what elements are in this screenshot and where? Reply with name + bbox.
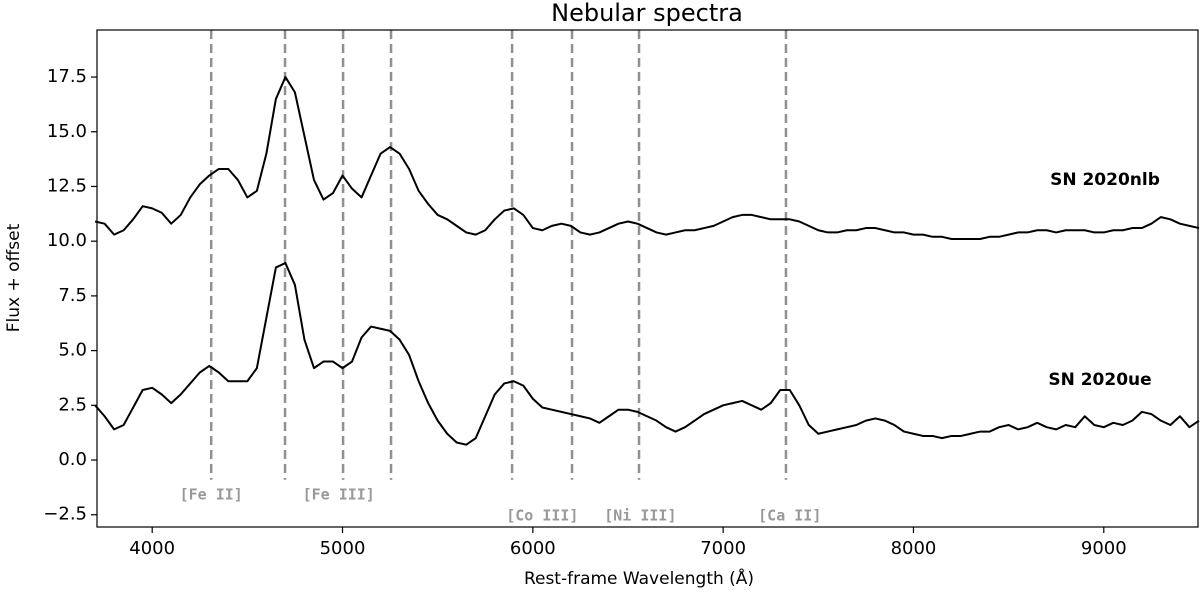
chart-title: Nebular spectra	[551, 0, 743, 27]
y-tick-label: 10.0	[47, 230, 87, 251]
x-tick-label: 6000	[510, 538, 556, 559]
plot-frame	[96, 29, 1199, 528]
y-tick-label: 7.5	[58, 285, 87, 306]
y-tick-label: 15.0	[47, 121, 87, 142]
y-tick-label: 0.0	[58, 449, 87, 470]
x-tick-label: 9000	[1081, 538, 1127, 559]
line-annotation: [Ni III]	[604, 507, 676, 525]
line-annotation: [Fe III]	[303, 486, 375, 504]
series-label: SN 2020ue	[1048, 370, 1151, 390]
line-annotation: [Fe II]	[180, 486, 243, 504]
y-axis-label: Flux + offset	[4, 223, 24, 332]
y-tick-label: 5.0	[58, 340, 87, 361]
x-tick-label: 7000	[700, 538, 746, 559]
y-tick-label: 12.5	[47, 175, 87, 196]
spectrum-line	[94, 76, 1200, 240]
x-tick-label: 5000	[320, 538, 366, 559]
y-tick-label: 17.5	[47, 66, 87, 87]
x-tick-label: 4000	[129, 538, 175, 559]
spectrum-line	[94, 262, 1200, 446]
line-annotation: [Ca II]	[758, 507, 821, 525]
line-annotation: [Co III]	[506, 507, 578, 525]
series-label: SN 2020nlb	[1050, 170, 1160, 190]
x-axis-label: Rest-frame Wavelength (Å)	[524, 567, 754, 589]
y-tick-label: 2.5	[58, 394, 87, 415]
x-tick-label: 8000	[891, 538, 937, 559]
y-tick-label: −2.5	[43, 504, 87, 525]
